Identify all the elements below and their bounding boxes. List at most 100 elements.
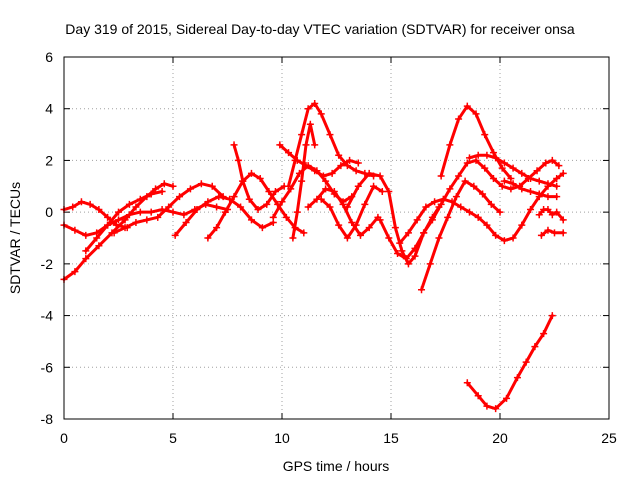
data-point	[115, 208, 122, 216]
data-point	[544, 226, 552, 234]
data-point	[500, 177, 508, 185]
data-point	[152, 185, 160, 193]
data-point	[472, 110, 480, 118]
data-point	[548, 211, 556, 219]
data-point	[500, 237, 508, 245]
x-tick-label: 5	[169, 430, 177, 446]
data-point	[136, 195, 144, 203]
data-point	[289, 234, 297, 242]
data-point	[221, 208, 229, 216]
data-point	[245, 195, 253, 203]
data-point	[413, 216, 421, 224]
data-point	[354, 159, 362, 167]
y-tick-label: 2	[45, 152, 53, 168]
data-point	[93, 234, 101, 242]
data-point	[265, 187, 273, 195]
data-point	[531, 343, 539, 351]
data-point	[180, 211, 188, 219]
data-point	[553, 182, 561, 190]
data-point	[365, 169, 373, 177]
data-point	[104, 213, 112, 221]
data-point	[452, 193, 460, 201]
data-point	[481, 164, 489, 172]
data-point	[518, 221, 526, 229]
data-point	[343, 203, 351, 211]
y-tick-label: -6	[41, 359, 54, 375]
data-point	[492, 231, 500, 239]
data-point	[391, 224, 399, 232]
data-point	[431, 198, 439, 206]
data-point	[339, 200, 347, 208]
data-point	[112, 221, 120, 229]
data-point	[158, 187, 166, 195]
data-point	[498, 182, 506, 190]
data-point	[169, 182, 177, 190]
data-point	[394, 250, 402, 258]
data-point	[147, 208, 155, 216]
data-point	[527, 206, 535, 214]
data-point	[465, 154, 473, 162]
data-point	[82, 255, 90, 263]
data-point	[125, 211, 133, 219]
data-point	[551, 229, 558, 237]
data-point	[422, 203, 430, 211]
data-point	[513, 374, 521, 382]
data-point	[483, 151, 491, 159]
data-point	[370, 182, 378, 190]
y-tick-label: 0	[45, 204, 53, 220]
data-point	[376, 216, 384, 224]
data-point	[234, 156, 242, 164]
data-point	[548, 312, 556, 320]
data-point	[376, 172, 384, 180]
data-point	[110, 229, 118, 237]
data-point	[553, 193, 561, 201]
data-point	[343, 162, 351, 170]
data-point	[204, 198, 212, 206]
data-point	[317, 110, 325, 118]
data-point	[396, 239, 404, 247]
data-point	[553, 175, 561, 183]
data-point	[337, 162, 345, 170]
data-point	[82, 247, 90, 255]
data-point	[256, 175, 264, 183]
data-point	[542, 159, 550, 167]
data-point	[509, 180, 517, 188]
data-point	[269, 213, 277, 221]
data-point	[193, 206, 201, 214]
data-point	[527, 175, 535, 183]
data-point	[404, 260, 412, 268]
data-point	[291, 156, 299, 164]
x-tick-label: 0	[60, 430, 68, 446]
data-point	[492, 405, 500, 413]
data-point	[254, 206, 262, 214]
series-line	[271, 164, 354, 219]
grid	[64, 57, 609, 419]
data-point	[154, 213, 162, 221]
data-point	[247, 216, 255, 224]
data-point	[470, 182, 478, 190]
series-line	[465, 314, 554, 411]
data-point	[121, 224, 129, 232]
data-point	[95, 242, 103, 250]
data-point	[319, 172, 327, 180]
data-point	[537, 231, 545, 239]
data-point	[444, 213, 452, 221]
series-line	[539, 228, 565, 237]
data-point	[186, 185, 194, 193]
data-point	[352, 221, 360, 229]
data-point	[483, 221, 491, 229]
data-point	[306, 120, 314, 128]
data-point	[278, 198, 286, 206]
data-point	[544, 180, 552, 188]
data-point	[411, 252, 419, 260]
data-point	[77, 198, 85, 206]
data-point	[276, 141, 284, 149]
series-line	[173, 195, 275, 237]
data-point	[82, 231, 90, 239]
data-point	[503, 394, 511, 402]
data-point	[518, 185, 526, 193]
x-tick-label: 20	[492, 430, 508, 446]
data-point	[446, 141, 454, 149]
data-point	[330, 187, 338, 195]
data-point	[472, 156, 480, 164]
